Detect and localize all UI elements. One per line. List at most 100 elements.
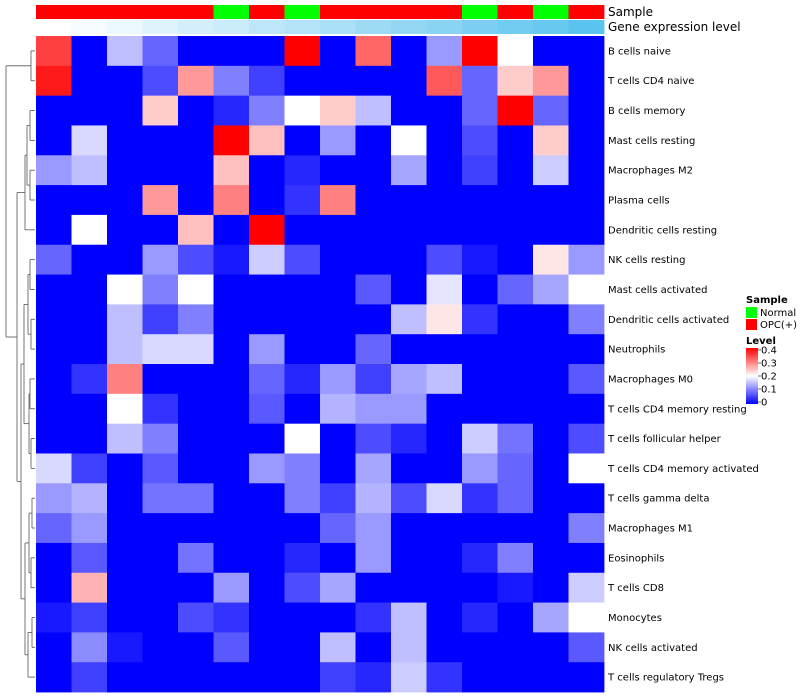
heatmap-cell	[249, 662, 285, 693]
expression-annotation-cell	[533, 20, 569, 34]
heatmap-cell	[426, 185, 463, 216]
heatmap-cell	[462, 453, 498, 484]
row-labels: B cells naive T cells CD4 naive B cells me…	[607, 46, 759, 683]
heatmap-cell	[320, 155, 356, 186]
heatmap-cell	[320, 95, 356, 126]
heatmap-cell	[36, 36, 72, 67]
row-label: Neutrophils	[608, 345, 665, 356]
heatmap-cell	[142, 602, 179, 633]
heatmap-cell	[533, 662, 569, 693]
expression-annotation-cell	[320, 20, 356, 34]
heatmap-cell	[426, 304, 463, 335]
heatmap-cell	[178, 453, 214, 484]
heatmap-cell	[142, 304, 179, 335]
heatmap-cell	[107, 125, 143, 156]
heatmap-cell	[213, 453, 250, 484]
heatmap-cell	[284, 572, 321, 603]
expression-annotation-cell	[426, 20, 463, 34]
heatmap-cell	[249, 453, 285, 484]
heatmap-cell	[355, 334, 392, 365]
heatmap-cell	[213, 304, 250, 335]
heatmap-cell	[462, 304, 498, 335]
heatmap-cell	[71, 274, 108, 305]
heatmap-cell	[107, 155, 143, 186]
heatmap-cell	[36, 214, 72, 246]
sample-annotation-cell	[462, 5, 498, 19]
heatmap-cell	[178, 155, 214, 186]
sample-annotation-cell	[533, 5, 569, 19]
heatmap-cell	[426, 662, 463, 693]
heatmap-cell	[497, 513, 534, 544]
heatmap-cell	[355, 36, 392, 67]
heatmap-cell	[320, 453, 356, 484]
heatmap-cell	[568, 483, 605, 514]
heatmap-cell	[391, 244, 427, 275]
heatmap-cell	[71, 483, 108, 514]
heatmap-cell	[142, 334, 179, 365]
heatmap-cell	[533, 304, 569, 335]
sample-annotation-cell	[36, 5, 72, 19]
heatmap-cell	[391, 572, 427, 603]
heatmap-cell	[178, 214, 214, 246]
heatmap-cell	[462, 244, 498, 275]
heatmap-cell	[497, 542, 534, 574]
heatmap-cell	[391, 513, 427, 544]
heatmap-cell	[426, 572, 463, 603]
heatmap-cell	[142, 393, 179, 425]
heatmap-cell	[355, 274, 392, 305]
heatmap-cell	[462, 125, 498, 156]
expression-annotation-cell	[213, 20, 250, 34]
row-label: Macrophages M1	[608, 524, 693, 535]
heatmap-cell	[391, 393, 427, 425]
heatmap-cell	[462, 334, 498, 365]
heatmap-cell	[71, 662, 108, 693]
heatmap-cell	[249, 274, 285, 305]
row-label: T cells CD4 naive	[607, 76, 694, 87]
heatmap-cell	[391, 304, 427, 335]
heatmap-cell	[568, 572, 605, 603]
heatmap-cell	[284, 95, 321, 126]
heatmap-cell	[213, 65, 250, 97]
heatmap-cell	[462, 393, 498, 425]
heatmap-cell	[213, 632, 250, 663]
heatmap-cell	[36, 513, 72, 544]
heatmap-cell	[284, 214, 321, 246]
heatmap-cell	[178, 662, 214, 693]
heatmap-cell	[71, 423, 108, 454]
heatmap-cell	[568, 95, 605, 126]
heatmap-cell	[533, 542, 569, 574]
heatmap-cell	[391, 125, 427, 156]
heatmap-cell	[391, 423, 427, 454]
heatmap-cell	[568, 185, 605, 216]
heatmap-cell	[497, 185, 534, 216]
heatmap-cell	[107, 483, 143, 514]
heatmap-cell	[71, 393, 108, 425]
heatmap-cell	[568, 632, 605, 663]
heatmap-cell	[249, 602, 285, 633]
heatmap-cell	[284, 334, 321, 365]
heatmap-cell	[284, 632, 321, 663]
heatmap-cell	[71, 453, 108, 484]
heatmap-cell	[497, 125, 534, 156]
heatmap-cell	[355, 513, 392, 544]
heatmap-cell	[426, 453, 463, 484]
heatmap-cell	[213, 423, 250, 454]
heatmap-cell	[355, 304, 392, 335]
legend-sample-label: OPC(+)	[760, 320, 797, 331]
heatmap-cell	[462, 364, 498, 395]
heatmap-cell	[36, 572, 72, 603]
heatmap-cell	[213, 185, 250, 216]
sample-annotation-cell	[142, 5, 179, 19]
heatmap-cell	[355, 185, 392, 216]
heatmap-cell	[178, 65, 214, 97]
heatmap-cell	[142, 95, 179, 126]
heatmap-cell	[568, 244, 605, 275]
heatmap-cell	[391, 632, 427, 663]
heatmap-cell	[36, 602, 72, 633]
heatmap-cell	[426, 483, 463, 514]
heatmap-cell	[497, 632, 534, 663]
heatmap-cell	[36, 65, 72, 97]
heatmap-cell	[142, 214, 179, 246]
heatmap-cell	[533, 632, 569, 663]
heatmap-cell	[320, 274, 356, 305]
